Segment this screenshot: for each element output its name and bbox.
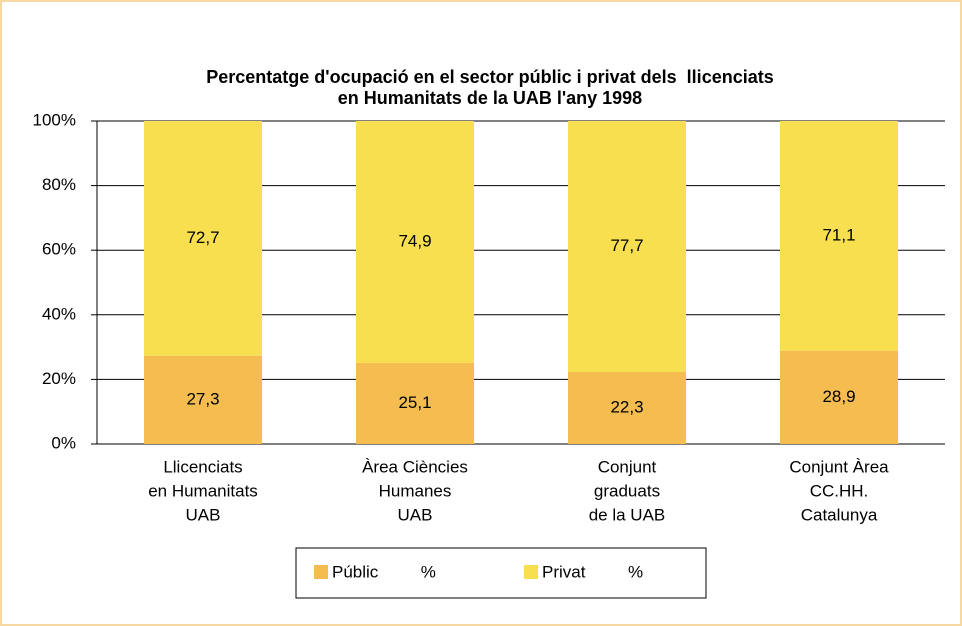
data-label: 74,9	[398, 231, 431, 250]
legend-label: Privat %	[542, 562, 643, 581]
data-label: 25,1	[398, 393, 431, 412]
data-label: 71,1	[822, 225, 855, 244]
bar-segment	[780, 350, 898, 444]
bar-segment	[356, 362, 474, 444]
data-label: 77,7	[610, 236, 643, 255]
y-tick-label: 100%	[33, 110, 76, 129]
bar-segment	[568, 121, 686, 372]
legend-swatch	[524, 565, 538, 579]
x-tick-label: Conjunt	[598, 457, 657, 476]
chart-title: Percentatge d'ocupació en el sector públ…	[206, 67, 773, 87]
x-tick-label: Conjunt Àrea	[789, 457, 889, 476]
x-tick-label: UAB	[186, 505, 221, 524]
y-tick-label: 40%	[42, 304, 76, 323]
x-tick-label: UAB	[398, 505, 433, 524]
x-tick-label: Catalunya	[801, 505, 878, 524]
data-label: 72,7	[186, 228, 219, 247]
x-tick-label: de la UAB	[589, 505, 666, 524]
legend-swatch	[314, 565, 328, 579]
bar-segment	[356, 121, 474, 363]
data-label: 22,3	[610, 397, 643, 416]
data-label: 28,9	[822, 387, 855, 406]
x-tick-label: graduats	[594, 481, 660, 500]
legend-label: Públic %	[332, 562, 436, 581]
y-tick-label: 60%	[42, 240, 76, 259]
chart-title: en Humanitats de la UAB l'any 1998	[338, 88, 642, 108]
y-tick-label: 80%	[42, 175, 76, 194]
bar-segment	[144, 355, 262, 444]
y-tick-label: 0%	[51, 433, 76, 452]
x-tick-label: Llicenciats	[163, 457, 242, 476]
bar-segment	[144, 121, 262, 356]
y-tick-label: 20%	[42, 369, 76, 388]
data-label: 27,3	[186, 389, 219, 408]
x-tick-label: Àrea Ciències	[362, 457, 468, 476]
legend-box	[295, 547, 707, 599]
x-tick-label: Humanes	[379, 481, 452, 500]
x-tick-label: CC.HH.	[810, 481, 869, 500]
bar-segment	[568, 371, 686, 444]
x-tick-label: en Humanitats	[148, 481, 258, 500]
bar-segment	[780, 121, 898, 351]
